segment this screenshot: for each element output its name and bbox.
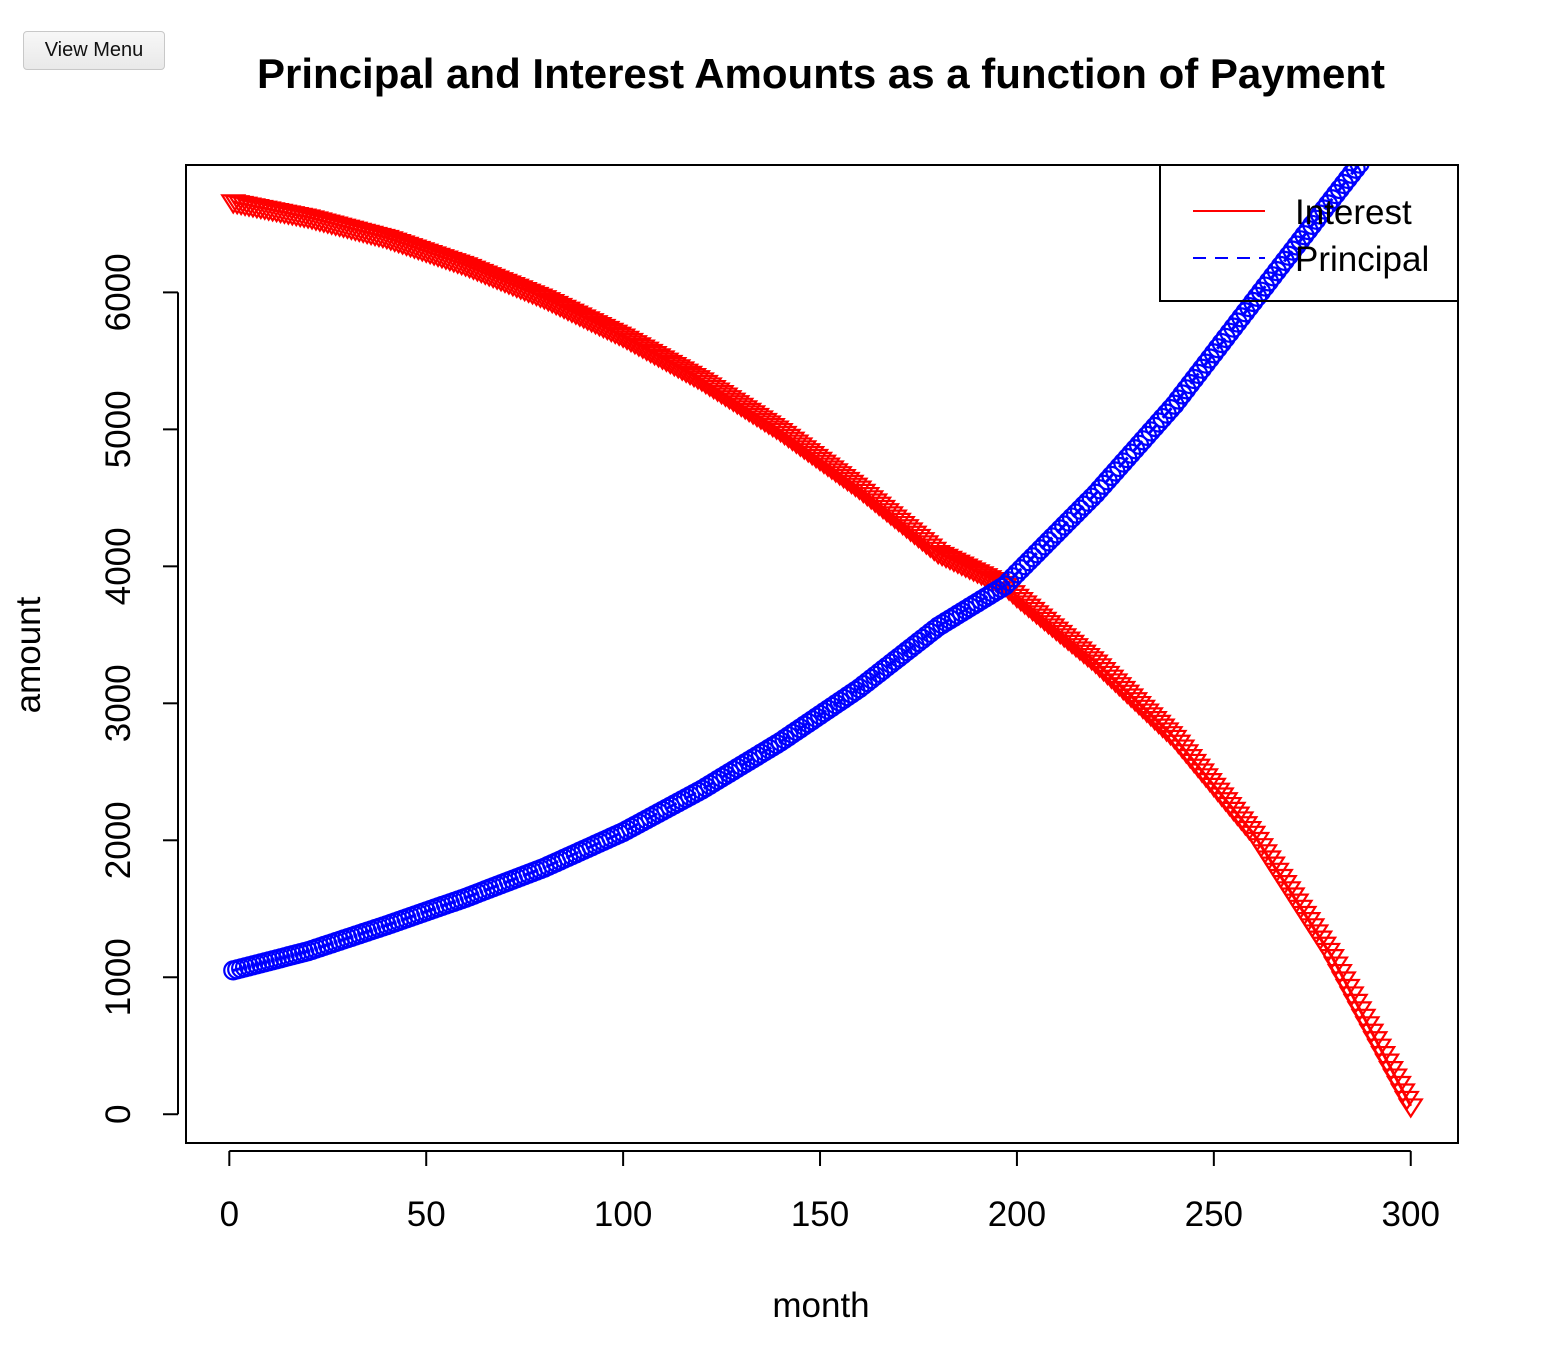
- data-point-interest: [897, 522, 924, 543]
- data-point-principal: [1341, 165, 1362, 184]
- y-axis-label: amount: [9, 596, 48, 713]
- data-point-interest: [881, 509, 908, 530]
- data-point-interest: [905, 528, 932, 550]
- data-point-interest: [846, 480, 873, 501]
- legend-label-interest: Interest: [1295, 193, 1412, 232]
- x-tick-label: 250: [1185, 1195, 1243, 1234]
- data-point-interest: [913, 535, 940, 556]
- x-tick-label: 150: [791, 1195, 849, 1234]
- data-point-interest: [1027, 608, 1054, 629]
- series-interest: [220, 194, 1424, 1119]
- data-point-principal: [1345, 165, 1366, 179]
- data-point-interest: [1015, 598, 1042, 619]
- data-point-interest: [1047, 624, 1074, 646]
- series-path: [232, 165, 1361, 972]
- data-point-interest: [684, 370, 711, 391]
- data-point-interest: [1062, 638, 1090, 659]
- x-tick-label: 0: [220, 1195, 239, 1234]
- data-point-interest: [866, 496, 893, 517]
- data-point-interest: [862, 493, 889, 514]
- y-tick-label: 3000: [99, 664, 138, 742]
- data-point-interest: [858, 490, 885, 511]
- y-tick-label: 5000: [99, 390, 138, 468]
- legend-box: [1159, 164, 1459, 302]
- data-point-interest: [1039, 618, 1066, 639]
- data-point-interest: [1074, 647, 1101, 669]
- x-axis-label: month: [772, 1286, 869, 1325]
- data-point-interest: [877, 506, 904, 527]
- data-point-interest: [850, 483, 877, 504]
- x-tick-label: 50: [407, 1195, 446, 1234]
- data-point-interest: [885, 512, 912, 533]
- data-point-interest: [1051, 628, 1078, 649]
- data-point-interest: [1011, 595, 1038, 616]
- x-tick-label: 200: [988, 1195, 1046, 1234]
- y-tick-label: 6000: [99, 253, 138, 331]
- data-point-interest: [870, 499, 897, 521]
- data-point-interest: [1070, 644, 1097, 665]
- data-point-interest: [854, 486, 881, 508]
- y-tick-label: 0: [99, 1105, 138, 1124]
- data-point-interest: [1007, 592, 1034, 613]
- data-point-interest: [1003, 588, 1030, 609]
- data-point-principal: [1349, 165, 1370, 174]
- x-axis: 0 50 100 150 200 250 300: [220, 1150, 1440, 1234]
- data-point-interest: [1031, 611, 1058, 632]
- x-tick-label: 300: [1382, 1195, 1440, 1234]
- data-point-interest: [1078, 651, 1105, 672]
- data-point-interest: [1397, 1098, 1424, 1119]
- data-point-interest: [1023, 605, 1050, 626]
- x-tick-label: 100: [594, 1195, 652, 1234]
- legend-label-principal: Principal: [1295, 240, 1429, 279]
- data-point-interest: [1035, 615, 1062, 636]
- data-point-interest: [889, 515, 916, 537]
- legend: Interest Principal: [1159, 164, 1459, 302]
- data-point-interest: [1019, 601, 1046, 623]
- plot-frame: [185, 164, 1459, 1144]
- data-point-interest: [901, 525, 928, 546]
- view-menu-button[interactable]: View Menu: [23, 31, 165, 70]
- series-principal: [223, 165, 1370, 981]
- data-point-interest: [1066, 641, 1093, 662]
- series-line: [232, 165, 1361, 972]
- data-point-interest: [893, 519, 920, 540]
- y-tick-label: 1000: [99, 938, 138, 1016]
- y-tick-label: 2000: [99, 801, 138, 879]
- data-point-interest: [909, 532, 936, 553]
- series-layer: [220, 165, 1424, 1119]
- y-axis: 0 1000 2000 3000 4000 5000 6000: [99, 253, 179, 1124]
- chart-title: Principal and Interest Amounts as a func…: [257, 50, 1385, 97]
- data-point-interest: [1059, 634, 1086, 655]
- y-tick-label: 4000: [99, 527, 138, 605]
- data-point-interest: [1043, 621, 1070, 642]
- data-point-interest: [873, 503, 900, 524]
- data-point-interest: [1055, 631, 1082, 652]
